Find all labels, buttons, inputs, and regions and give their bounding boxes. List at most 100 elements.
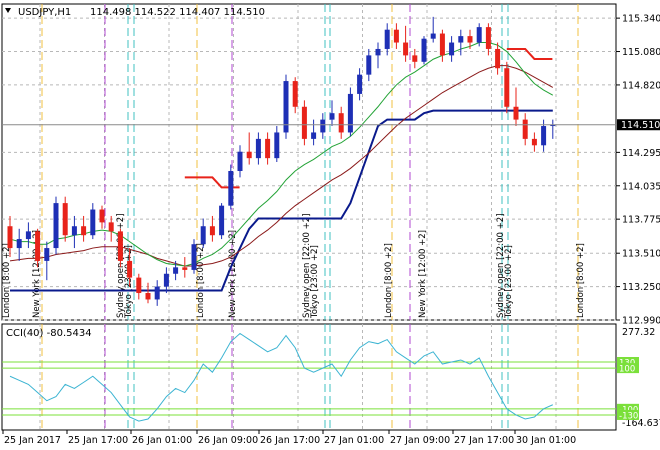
- price-label: 114.295: [622, 148, 660, 159]
- cci-path: [9, 332, 554, 422]
- candle[interactable]: [393, 23, 399, 49]
- candle[interactable]: [430, 16, 436, 43]
- candle[interactable]: [16, 228, 22, 261]
- candle[interactable]: [108, 215, 114, 242]
- candle[interactable]: [35, 228, 41, 268]
- price-label: 115.340: [622, 14, 660, 25]
- session-label: London [8:00 +2]: [196, 243, 206, 318]
- candle[interactable]: [154, 280, 160, 306]
- session-label: Tokyo [23:00 +2]: [124, 245, 134, 319]
- candle[interactable]: [329, 100, 335, 127]
- candle[interactable]: [421, 36, 427, 65]
- candle[interactable]: [301, 100, 307, 146]
- session-lines: [41, 4, 579, 320]
- resistance-segment: [506, 47, 553, 60]
- price-label: 113.775: [622, 215, 660, 226]
- time-label: 26 Jan 09:00: [198, 435, 258, 446]
- candle[interactable]: [522, 113, 528, 146]
- candle[interactable]: [81, 215, 87, 242]
- time-label: 26 Jan 17:00: [260, 435, 320, 446]
- candle[interactable]: [320, 113, 326, 139]
- candle[interactable]: [200, 218, 206, 249]
- time-label: 25 Jan 17:00: [68, 435, 128, 446]
- cci-level-text: -130: [619, 411, 638, 421]
- session-label: New York [12:00 +2]: [418, 230, 428, 318]
- chart-header-ohlc: 114.498 114.522 114.407 114.510: [90, 7, 265, 18]
- candle[interactable]: [412, 48, 418, 69]
- candle[interactable]: [476, 23, 482, 47]
- slow-ma-line: [9, 65, 554, 267]
- candle[interactable]: [191, 239, 197, 274]
- session-label: Tokyo [23:00 +2]: [504, 245, 514, 319]
- candle[interactable]: [504, 61, 510, 114]
- cci-levels: [2, 361, 616, 416]
- candle[interactable]: [283, 74, 289, 139]
- candle[interactable]: [274, 126, 280, 162]
- time-axis: 25 Jan 2017 25 Jan 17:00 26 Jan 01:00 26 Ja…: [2, 430, 576, 446]
- candle[interactable]: [145, 282, 151, 304]
- candle[interactable]: [485, 23, 491, 56]
- time-label: 27 Jan 01:00: [324, 435, 384, 446]
- candle[interactable]: [449, 36, 455, 62]
- indicator-max-label: 277.32: [622, 327, 655, 338]
- svg-text:114.510: 114.510: [621, 120, 660, 131]
- candle[interactable]: [182, 257, 188, 278]
- time-label: 27 Jan 09:00: [390, 435, 450, 446]
- candle[interactable]: [228, 164, 234, 210]
- candle[interactable]: [366, 48, 372, 82]
- candle[interactable]: [347, 87, 353, 137]
- candle[interactable]: [550, 119, 556, 139]
- candle[interactable]: [219, 203, 225, 240]
- price-label: 115.080: [622, 47, 660, 58]
- session-label: New York [12:00 +2]: [228, 230, 238, 318]
- candle[interactable]: [71, 215, 77, 249]
- time-label: 26 Jan 01:00: [132, 435, 192, 446]
- candle[interactable]: [467, 29, 473, 49]
- chart-header-symbol: USDJPY,H1: [18, 7, 71, 18]
- candle[interactable]: [209, 215, 215, 242]
- candle[interactable]: [117, 228, 123, 268]
- candle[interactable]: [357, 68, 363, 101]
- chart-collapse-icon[interactable]: [5, 8, 11, 13]
- candle[interactable]: [44, 241, 50, 281]
- session-label: Sydney open [22:00 +2]: [302, 214, 312, 318]
- slow-ma-path: [9, 65, 554, 267]
- candle[interactable]: [513, 87, 519, 127]
- session-label: London [8:00 +2]: [2, 243, 12, 318]
- candle[interactable]: [99, 205, 105, 229]
- candles[interactable]: [7, 16, 556, 306]
- candle[interactable]: [403, 25, 409, 62]
- candle[interactable]: [163, 267, 169, 294]
- cci-level-badge: [617, 363, 639, 374]
- candle[interactable]: [90, 203, 96, 240]
- candle[interactable]: [311, 119, 317, 146]
- candle[interactable]: [265, 132, 271, 165]
- candle[interactable]: [458, 29, 464, 56]
- candle[interactable]: [338, 106, 344, 139]
- candle[interactable]: [246, 132, 252, 165]
- price-label: 112.990: [622, 316, 660, 327]
- candle[interactable]: [173, 260, 179, 281]
- candle[interactable]: [25, 222, 31, 249]
- current-price-badge: 114.510: [617, 119, 660, 131]
- candle[interactable]: [7, 215, 13, 258]
- candle[interactable]: [375, 42, 381, 69]
- candle[interactable]: [495, 42, 501, 75]
- session-label: London [8:00 +2]: [576, 243, 586, 318]
- time-label: 30 Jan 01:00: [516, 435, 576, 446]
- candle[interactable]: [53, 196, 59, 255]
- candle[interactable]: [136, 273, 142, 300]
- candle[interactable]: [62, 196, 68, 242]
- cci-level-text: 100: [619, 365, 635, 375]
- price-label: 114.035: [622, 181, 660, 192]
- candle[interactable]: [255, 132, 261, 165]
- candle[interactable]: [384, 23, 390, 56]
- session-label: Tokyo [23:00 +2]: [310, 245, 320, 319]
- cci-level-badges: 130100-100-130: [617, 357, 639, 421]
- candle[interactable]: [127, 248, 133, 287]
- candle[interactable]: [531, 132, 537, 152]
- candle[interactable]: [237, 145, 243, 178]
- candle[interactable]: [292, 77, 298, 114]
- candle[interactable]: [439, 29, 445, 62]
